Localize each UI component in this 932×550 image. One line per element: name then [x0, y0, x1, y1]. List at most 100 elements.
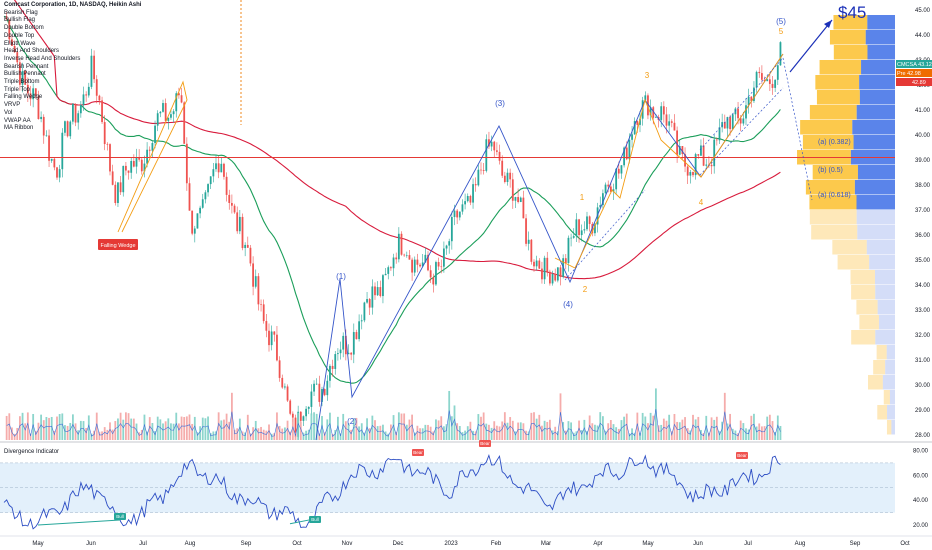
volume-bar	[649, 412, 652, 440]
candle-body	[329, 365, 331, 381]
candle-body	[289, 400, 292, 414]
volume-bar	[307, 429, 310, 440]
indicator-vrvp[interactable]: VRVP	[4, 102, 21, 109]
indicator-head-and-shoulders[interactable]: Head And Shoulders	[4, 48, 60, 55]
volume-bar	[464, 430, 466, 440]
volume-bar	[215, 431, 217, 440]
candle-body	[246, 244, 249, 248]
price-tick-label: 36.00	[915, 233, 931, 239]
indicator-double-bottom[interactable]: Double Bottom	[4, 25, 44, 32]
sub-wave-label: 5	[779, 27, 784, 36]
indicator-falling-wedge[interactable]: Falling Wedge	[4, 94, 43, 101]
indicator-double-top[interactable]: Double Top	[4, 32, 35, 39]
volume-bar	[260, 426, 262, 440]
candle-body	[575, 219, 578, 237]
volume-profile-bar-down	[865, 30, 895, 45]
candle-body	[170, 114, 172, 118]
candle-body	[533, 261, 535, 267]
volume-bar	[207, 416, 209, 440]
volume-bar	[355, 417, 358, 440]
volume-profile-bar-down	[878, 315, 895, 330]
volume-bar	[79, 420, 82, 440]
candle-body	[715, 139, 718, 141]
elliott-wave-label: (1)	[336, 272, 346, 281]
candle-body	[448, 241, 451, 246]
volume-bar	[700, 429, 702, 440]
volume-bar	[488, 424, 490, 440]
indicator-triple-top[interactable]: Triple Top	[4, 86, 31, 93]
candle-body	[217, 163, 220, 173]
volume-profile-bar-up	[859, 315, 879, 330]
volume-bar	[753, 413, 755, 440]
volume-profile-bar-up	[809, 105, 857, 120]
volume-profile-bar-down	[867, 45, 895, 60]
indicator-bearish-flag[interactable]: Bearish Flag	[4, 9, 38, 16]
volume-bar	[127, 413, 130, 440]
candle-body	[45, 135, 48, 137]
volume-bar	[339, 433, 342, 440]
candle-body	[130, 160, 133, 173]
volume-bar	[191, 423, 194, 440]
candle-body	[440, 266, 443, 268]
falling-wedge-lines	[117, 80, 188, 233]
candle-body	[424, 254, 427, 263]
price-tick-label: 44.00	[915, 33, 931, 39]
candle-body	[535, 260, 538, 267]
candle-body	[299, 411, 302, 421]
candle-body	[466, 196, 469, 202]
volume-profile-bar-down	[882, 375, 895, 390]
volume-bar	[522, 423, 525, 440]
price-tick-label: 37.00	[915, 208, 931, 214]
candle-body	[758, 71, 761, 74]
candle-body	[694, 154, 697, 176]
volume-profile-bar-up	[812, 165, 858, 180]
candle-body	[554, 274, 557, 281]
candle-body	[220, 163, 223, 173]
candle-body	[609, 186, 612, 192]
volume-profile-bar-down	[886, 345, 895, 360]
indicator-vol[interactable]: Vol	[4, 109, 13, 116]
volume-bar	[276, 412, 278, 440]
sub-wave-label: 1	[580, 193, 585, 202]
volume-bar	[721, 421, 724, 440]
indicator-bearish-pennant[interactable]: Bearish Pennant	[4, 63, 49, 70]
volume-bar	[87, 415, 90, 440]
volume-bar	[655, 388, 657, 440]
candle-body	[427, 254, 429, 271]
indicator-elliott-wave[interactable]: Elliott Wave	[4, 40, 36, 47]
divergence-indicator-pane: Divergence Indicator 20.00 40.00 60.00 80.00…	[0, 440, 932, 530]
volume-bar	[482, 412, 485, 440]
elliott-wave-label: (2)	[347, 417, 357, 426]
candle-body	[101, 100, 103, 123]
volume-bar	[530, 412, 533, 440]
volume-profile-bar-up	[829, 30, 866, 45]
volume-bar	[11, 427, 13, 440]
indicator-ma-ribbon[interactable]: MA Ribbon	[4, 125, 34, 132]
candle-body	[644, 95, 647, 101]
indicator-bullish-pennant[interactable]: Bullish Pennant	[4, 71, 46, 78]
indicator-triple-bottom[interactable]: Triple Bottom	[4, 79, 40, 86]
indicator-bullish-flag[interactable]: Bullish Flag	[4, 17, 36, 24]
candle-body	[209, 176, 212, 185]
candle-body	[315, 383, 318, 385]
volume-bar	[368, 428, 371, 440]
last-price-tag	[896, 60, 932, 68]
volume-bar	[549, 419, 551, 440]
candle-body	[32, 88, 35, 100]
time-tick-label: Aug	[795, 541, 806, 547]
candle-body	[543, 257, 546, 280]
candle-body	[172, 111, 175, 115]
candle-body	[689, 172, 692, 176]
divergence-signal-badge	[309, 516, 321, 523]
volume-bar	[58, 414, 61, 440]
volume-bar	[178, 423, 180, 440]
volume-bar	[734, 430, 737, 440]
candle-body	[612, 189, 615, 192]
candle-body	[503, 175, 506, 183]
volume-bar	[583, 419, 586, 440]
volume-bar	[684, 417, 686, 440]
indicator-inverse-head-and-shoulders[interactable]: Inverse Head And Shoulders	[4, 55, 81, 62]
volume-bar	[745, 428, 747, 440]
indicator-vwap-aa[interactable]: VWAP AA	[4, 117, 31, 124]
